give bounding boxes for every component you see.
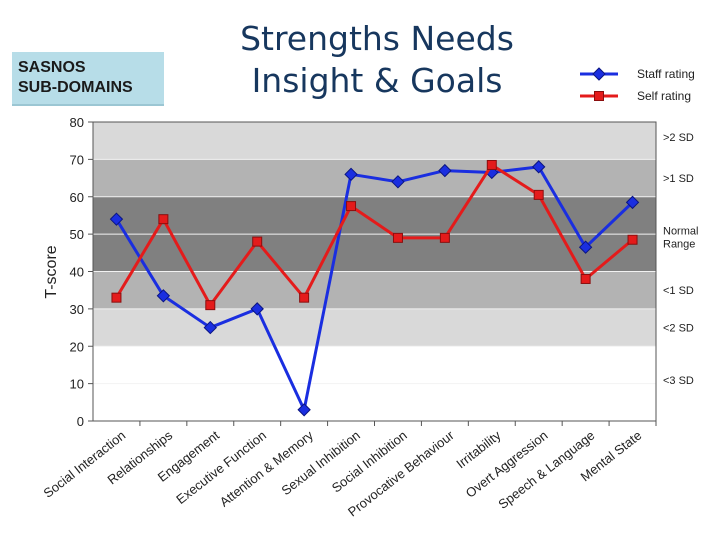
- y-tick-label-40: 40: [70, 265, 84, 280]
- y-tick-label-10: 10: [70, 377, 84, 392]
- subdomains-box: SASNOS SUB-DOMAINS: [12, 52, 164, 106]
- x-category-label-9: Overt Aggression: [463, 428, 551, 501]
- subdomains-box-line1: SASNOS: [18, 59, 86, 76]
- y-tick-label-60: 60: [70, 190, 84, 205]
- series-1-point-2: [205, 300, 216, 311]
- series-line-1: [115, 163, 634, 307]
- band-label-2: Normal: [663, 225, 698, 237]
- series-1-point-9: [533, 189, 544, 200]
- series-0-point-2: [203, 320, 217, 335]
- legend-marker-1: [594, 91, 604, 101]
- series-0-point-6: [391, 175, 405, 189]
- band-label-4: <1 SD: [663, 285, 694, 297]
- series-1-point-1: [158, 214, 169, 225]
- series-line-0: [115, 165, 634, 412]
- slide-title-line1: Strengths Needs: [240, 19, 514, 58]
- y-tick-label-30: 30: [70, 302, 84, 317]
- series-1-point-5: [346, 201, 357, 212]
- subdomains-box-line2: SUB-DOMAINS: [18, 79, 133, 96]
- series-1-point-10: [580, 273, 591, 284]
- band-0: [93, 122, 656, 160]
- legend-marker-0: [592, 67, 606, 81]
- x-category-label-5: Sexual Inhibition: [278, 428, 362, 499]
- legend-label-0: Staff rating: [637, 67, 695, 81]
- band-label-3: Range: [663, 238, 695, 250]
- series-0-point-3: [250, 302, 264, 316]
- series-1-point-7: [439, 232, 450, 243]
- series-0-point-1: [156, 289, 171, 303]
- x-category-label-0: Social Interaction: [40, 428, 128, 501]
- band-label-0: >2 SD: [663, 132, 694, 144]
- series-0-point-11: [625, 195, 640, 210]
- band-4: [93, 308, 656, 347]
- series-1-point-11: [627, 234, 638, 245]
- slide-title-line2: Insight & Goals: [251, 61, 503, 100]
- series-0-point-0: [109, 212, 124, 226]
- band-label-5: <2 SD: [663, 323, 694, 335]
- series-0-point-7: [438, 163, 452, 178]
- series-0-point-10: [578, 240, 593, 254]
- y-tick-label-70: 70: [70, 152, 84, 167]
- y-tick-label-0: 0: [77, 414, 84, 429]
- series-0-point-9: [532, 160, 546, 174]
- y-axis-label: T-score: [43, 245, 60, 298]
- series-1-point-6: [392, 232, 403, 243]
- series-1-point-0: [111, 292, 122, 303]
- band-label-6: <3 SD: [663, 375, 694, 387]
- y-tick-label-20: 20: [70, 339, 84, 354]
- series-0-point-4: [297, 403, 311, 417]
- series-1-point-3: [252, 236, 263, 247]
- series-0-point-5: [344, 167, 358, 182]
- y-tick-label-80: 80: [70, 115, 84, 130]
- y-tick-label-50: 50: [70, 227, 84, 242]
- legend-label-1: Self rating: [637, 89, 691, 103]
- series-1-point-8: [486, 159, 497, 170]
- band-3: [93, 271, 656, 309]
- slide-title: Strengths Needs Insight & Goals: [200, 18, 554, 102]
- band-label-1: >1 SD: [663, 173, 694, 185]
- series-1-point-4: [299, 292, 310, 303]
